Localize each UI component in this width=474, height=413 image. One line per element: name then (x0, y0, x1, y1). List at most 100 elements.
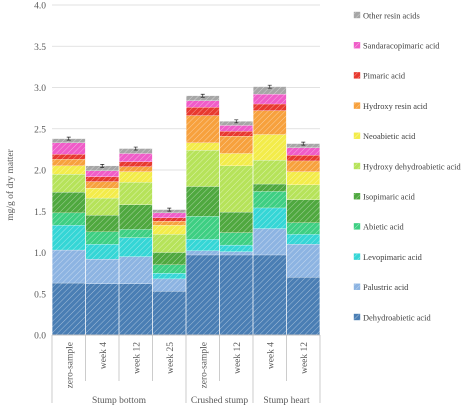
legend-label: Palustric acid (363, 283, 409, 292)
bar-segment (152, 225, 186, 235)
bar-segment (152, 278, 186, 292)
bar-segment (253, 134, 287, 161)
error-bar (267, 84, 272, 89)
stacked-bar (286, 141, 320, 336)
bar-segment (119, 161, 153, 167)
legend-item: Abietic acid (353, 223, 405, 232)
bar-segment (85, 258, 119, 284)
bar-segment (152, 234, 186, 253)
bar-segment (286, 184, 320, 200)
y-tick-label: 0.0 (34, 332, 46, 342)
stacked-bar (119, 146, 153, 336)
y-tick-label: 4.0 (34, 2, 46, 12)
bar-segment (186, 239, 220, 251)
x-tick-label: week 12 (132, 342, 142, 374)
legend-swatch (353, 192, 361, 200)
legend-swatch (353, 313, 361, 321)
legend-label: Hydroxy dehydroabietic acid (363, 162, 461, 171)
bar-segment (52, 174, 86, 193)
legend-label: Neoabietic acid (363, 132, 416, 141)
legend-item: Sandaracopimaric acid (353, 42, 440, 51)
y-tick-label: 1.5 (34, 208, 46, 218)
bar-segment (119, 153, 153, 162)
bar-segment (152, 221, 186, 226)
stacked-bar (219, 119, 253, 336)
x-group-label: Crushed stump (191, 396, 249, 406)
bar-segment (85, 170, 119, 177)
legend-item: Levopimaric acid (353, 253, 423, 262)
legend: Other resin acids Sandaracopimaric acid Pi… (353, 11, 461, 322)
error-bar (200, 93, 205, 98)
y-tick-label: 2.0 (34, 167, 46, 177)
bar-segment (219, 244, 253, 252)
bar-segment (219, 153, 253, 166)
bar-segment (52, 225, 86, 251)
bar-segment (253, 103, 287, 111)
y-tick-label: 3.5 (34, 43, 46, 53)
legend-swatch (353, 283, 361, 290)
bar-segment (152, 291, 186, 336)
legend-label: Pimaric acid (363, 72, 406, 81)
x-tick-label: week 4 (99, 342, 109, 369)
legend-label: Hydroxy resin acid (363, 102, 428, 111)
bar-segment (85, 283, 119, 336)
bar-segment (253, 228, 287, 256)
bar-segment (52, 282, 86, 336)
bar-segment (186, 100, 220, 108)
bar-segment (119, 237, 153, 257)
legend-swatch (353, 102, 361, 109)
x-tick-label: zero-sample (199, 342, 209, 388)
error-bar (167, 207, 172, 212)
bar-segment (286, 147, 320, 156)
bar-segment (286, 222, 320, 235)
bar-segment (186, 254, 220, 336)
axes: 0.0 0.5 1.0 1.5 2.0 2.5 3.0 3.5 4.0 zero-sample we… (34, 2, 321, 406)
legend-swatch (353, 72, 361, 79)
stacked-bar (52, 136, 86, 336)
bar-segment (85, 176, 119, 182)
legend-item: Other resin acids (353, 11, 420, 20)
bar-segment (219, 136, 253, 154)
bar-segment (152, 273, 186, 280)
bar-segment (52, 165, 86, 175)
bar-segment (286, 199, 320, 223)
legend-item: Pimaric acid (353, 72, 406, 81)
legend-label: Abietic acid (363, 223, 405, 232)
legend-label: Sandaracopimaric acid (363, 42, 440, 51)
bar-segment (119, 204, 153, 230)
bar-segment (253, 254, 287, 336)
bar-segment (219, 125, 253, 132)
error-bar (66, 136, 71, 141)
legend-swatch (353, 42, 361, 49)
x-tick-label: week 25 (166, 342, 176, 374)
bar-segment (253, 159, 287, 185)
bar-segment (52, 154, 86, 160)
legend-swatch (353, 11, 361, 19)
legend-label: Dehydroabietic acid (363, 313, 431, 322)
bar-segment (186, 115, 220, 143)
bar-segment (253, 183, 287, 192)
bar-segment (219, 254, 253, 336)
bar-segment (85, 215, 119, 232)
bar-segment (253, 110, 287, 135)
bar-segment (286, 277, 320, 336)
legend-swatch (353, 223, 361, 230)
legend-label: Levopimaric acid (363, 253, 423, 262)
x-tick-label: zero-sample (65, 342, 75, 388)
bar-segment (219, 211, 253, 233)
error-bar (133, 146, 138, 151)
stacked-bar (253, 84, 287, 336)
legend-swatch (353, 162, 361, 170)
x-tick-label: week 12 (300, 342, 310, 374)
bar-segment (286, 244, 320, 278)
bar-segment (286, 155, 320, 162)
legend-item: Dehydroabietic acid (353, 313, 431, 322)
error-bar (234, 119, 239, 124)
bar-segment (253, 207, 287, 229)
bar-segment (186, 250, 220, 256)
x-tick-label: week 12 (233, 342, 243, 374)
legend-item: Hydroxy resin acid (353, 102, 428, 111)
bar-segment (186, 216, 220, 240)
